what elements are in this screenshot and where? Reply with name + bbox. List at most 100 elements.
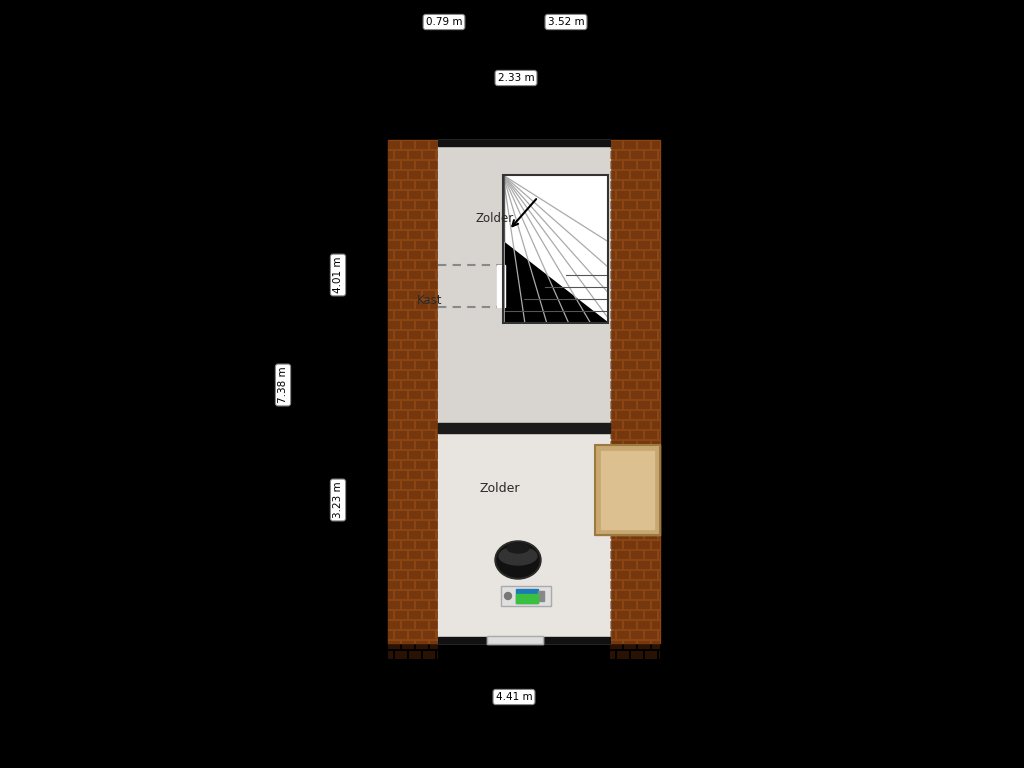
Bar: [438, 423, 610, 433]
Bar: [503, 175, 608, 323]
Bar: [423, 251, 435, 259]
Bar: [395, 151, 407, 159]
Bar: [638, 341, 650, 349]
Bar: [610, 171, 615, 179]
Bar: [416, 221, 428, 229]
Bar: [610, 301, 622, 309]
Bar: [430, 621, 438, 629]
Bar: [388, 621, 400, 629]
Bar: [645, 191, 657, 199]
Bar: [652, 381, 660, 389]
Bar: [395, 611, 407, 619]
Bar: [409, 251, 421, 259]
Bar: [638, 241, 650, 249]
Text: Kast: Kast: [417, 293, 442, 306]
Bar: [388, 371, 393, 379]
Bar: [617, 271, 629, 279]
Bar: [395, 411, 407, 419]
Bar: [617, 631, 629, 639]
Bar: [388, 411, 393, 419]
Bar: [631, 211, 643, 219]
Bar: [388, 471, 393, 479]
Bar: [430, 421, 438, 429]
Bar: [402, 541, 414, 549]
Bar: [631, 471, 643, 479]
Bar: [652, 561, 660, 569]
Bar: [638, 281, 650, 289]
Bar: [645, 331, 657, 339]
Bar: [395, 571, 407, 579]
Bar: [388, 140, 438, 643]
Bar: [395, 491, 407, 499]
Bar: [610, 381, 622, 389]
Bar: [624, 221, 636, 229]
Bar: [430, 221, 438, 229]
Bar: [638, 501, 650, 509]
Bar: [388, 571, 393, 579]
Bar: [610, 561, 622, 569]
Bar: [388, 601, 400, 609]
Bar: [652, 161, 660, 169]
Bar: [610, 571, 615, 579]
Bar: [652, 321, 660, 329]
Bar: [388, 271, 393, 279]
Bar: [409, 391, 421, 399]
Bar: [638, 141, 650, 149]
Bar: [645, 531, 657, 539]
Bar: [624, 561, 636, 569]
Bar: [395, 251, 407, 259]
Bar: [423, 311, 435, 319]
Bar: [487, 636, 543, 644]
Bar: [631, 171, 643, 179]
Bar: [423, 371, 435, 379]
Bar: [652, 201, 660, 209]
Bar: [610, 621, 622, 629]
Bar: [395, 591, 407, 599]
Bar: [388, 481, 400, 489]
Bar: [395, 531, 407, 539]
Bar: [430, 241, 438, 249]
Bar: [388, 311, 393, 319]
Bar: [610, 611, 615, 619]
Bar: [388, 381, 400, 389]
Bar: [388, 141, 400, 149]
Bar: [395, 331, 407, 339]
Bar: [645, 511, 657, 519]
Bar: [416, 601, 428, 609]
Bar: [388, 231, 393, 239]
Bar: [409, 591, 421, 599]
Bar: [645, 631, 657, 639]
Bar: [617, 151, 629, 159]
Bar: [631, 651, 643, 659]
Bar: [610, 191, 615, 199]
Bar: [652, 641, 660, 649]
Bar: [402, 181, 414, 189]
Bar: [617, 291, 629, 299]
Bar: [423, 331, 435, 339]
Bar: [388, 281, 400, 289]
Bar: [423, 351, 435, 359]
Bar: [617, 471, 629, 479]
Bar: [652, 261, 660, 269]
Bar: [416, 301, 428, 309]
Bar: [631, 551, 643, 559]
Bar: [610, 221, 622, 229]
Bar: [652, 441, 660, 449]
Bar: [423, 411, 435, 419]
Bar: [388, 151, 393, 159]
Bar: [631, 431, 643, 439]
Bar: [388, 351, 393, 359]
Bar: [652, 361, 660, 369]
Bar: [652, 221, 660, 229]
Bar: [430, 581, 438, 589]
Bar: [610, 231, 615, 239]
Bar: [423, 211, 435, 219]
Bar: [402, 201, 414, 209]
Bar: [423, 171, 435, 179]
Bar: [624, 361, 636, 369]
Bar: [610, 271, 615, 279]
Bar: [610, 391, 615, 399]
Bar: [388, 251, 393, 259]
Bar: [395, 651, 407, 659]
Bar: [631, 151, 643, 159]
